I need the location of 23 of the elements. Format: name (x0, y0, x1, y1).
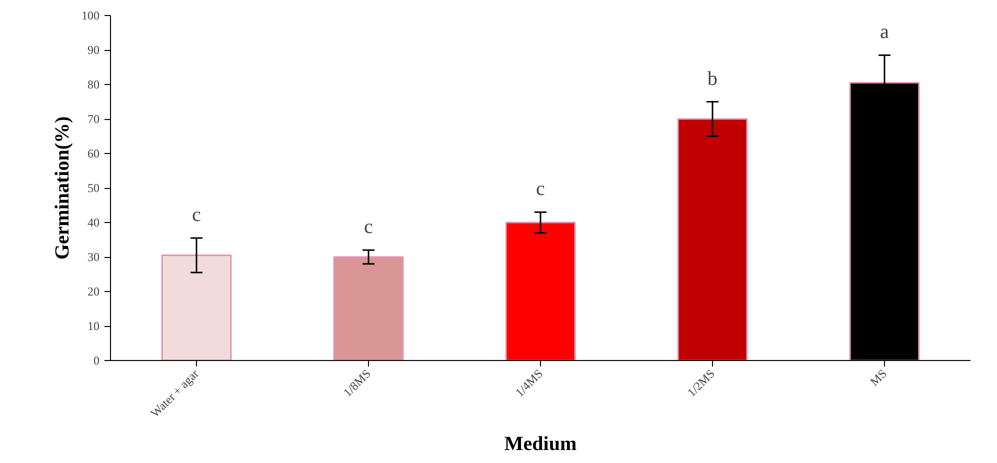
x-axis-title: Medium (504, 433, 577, 456)
annotation: c (364, 216, 374, 238)
y-tick-label: 70 (88, 112, 100, 126)
annotation: c (192, 204, 202, 226)
bar (677, 118, 748, 360)
annotation: b (708, 68, 718, 90)
y-tick-label: 80 (88, 78, 100, 92)
y-tick-label: 30 (88, 250, 100, 264)
bar (161, 254, 232, 360)
y-tick-label: 0 (94, 354, 100, 368)
bar (505, 222, 576, 360)
annotation: c (536, 178, 546, 200)
y-tick-label: 100 (82, 8, 100, 22)
y-tick-label: 60 (88, 146, 100, 160)
y-tick-label: 20 (88, 284, 100, 298)
y-axis-title: Germination(%) (52, 116, 74, 260)
y-tick-label: 50 (88, 181, 100, 195)
y-tick-label: 40 (88, 216, 100, 230)
x-tick-label: MS (867, 366, 890, 389)
y-tick-label: 10 (88, 319, 100, 333)
bar (333, 256, 404, 360)
annotation: a (880, 21, 890, 44)
y-tick-label: 90 (88, 43, 100, 57)
